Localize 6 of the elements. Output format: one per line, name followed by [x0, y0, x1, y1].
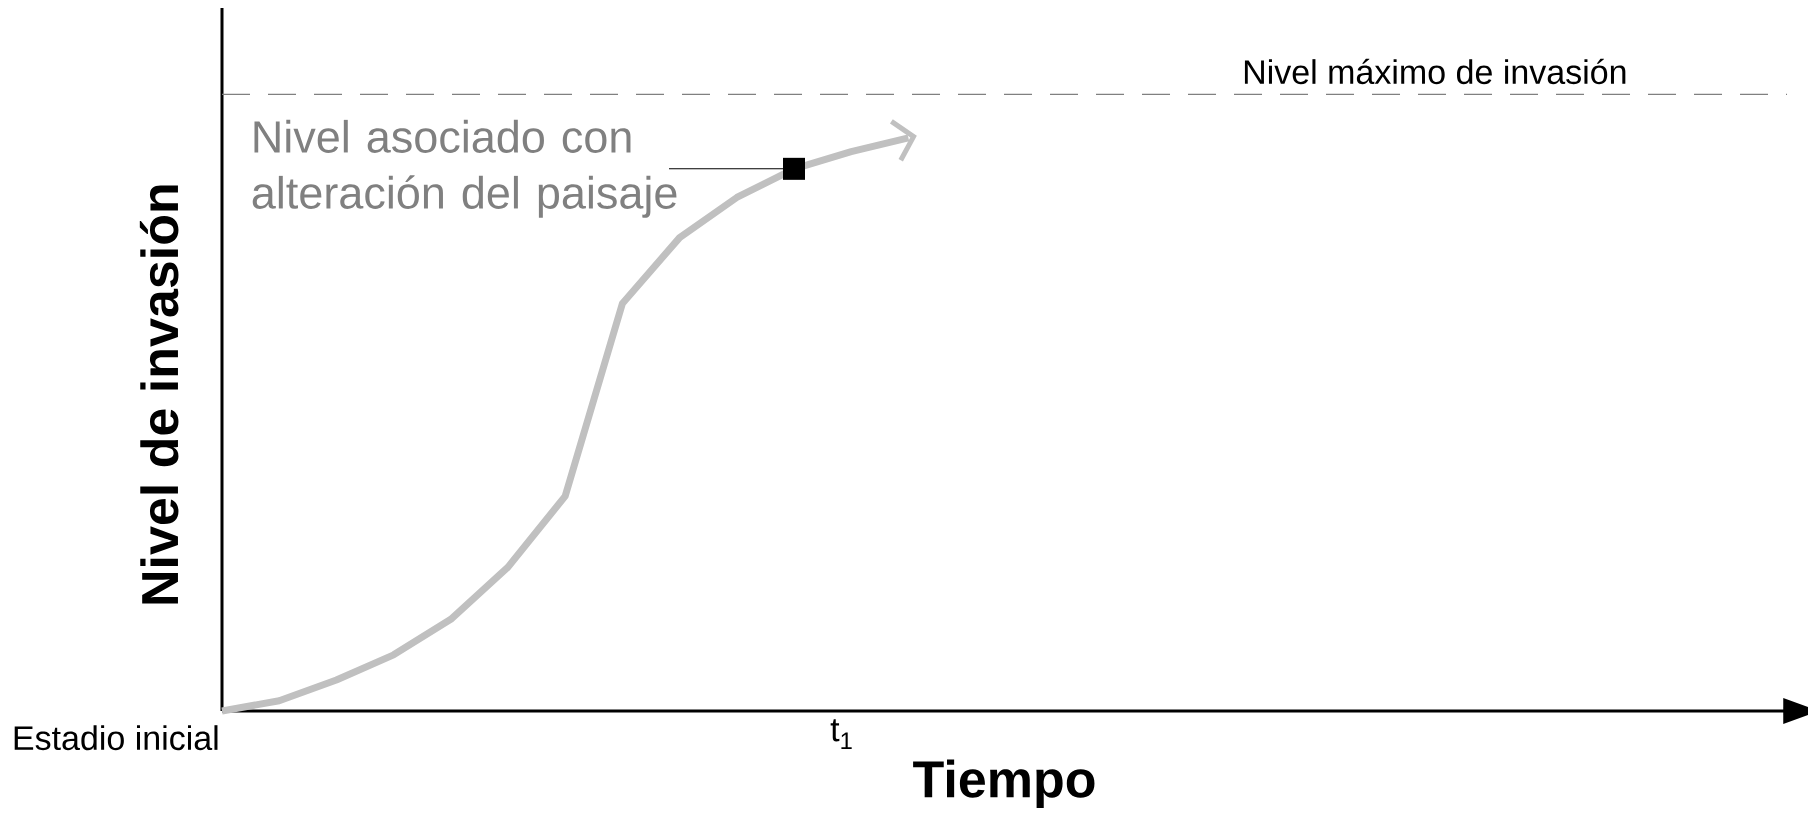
annotation: Nivel asociado con alteración del paisaje	[252, 119, 677, 218]
text: t$_{1}$	[830, 719, 852, 749]
x-axis-title: Tiempo	[913, 759, 1095, 808]
text: Estadio inicial	[14, 725, 218, 751]
ref-line-label: Nivel máximo de invasión	[1244, 58, 1626, 85]
y-axis-title: Nivel de invasión	[139, 185, 179, 604]
